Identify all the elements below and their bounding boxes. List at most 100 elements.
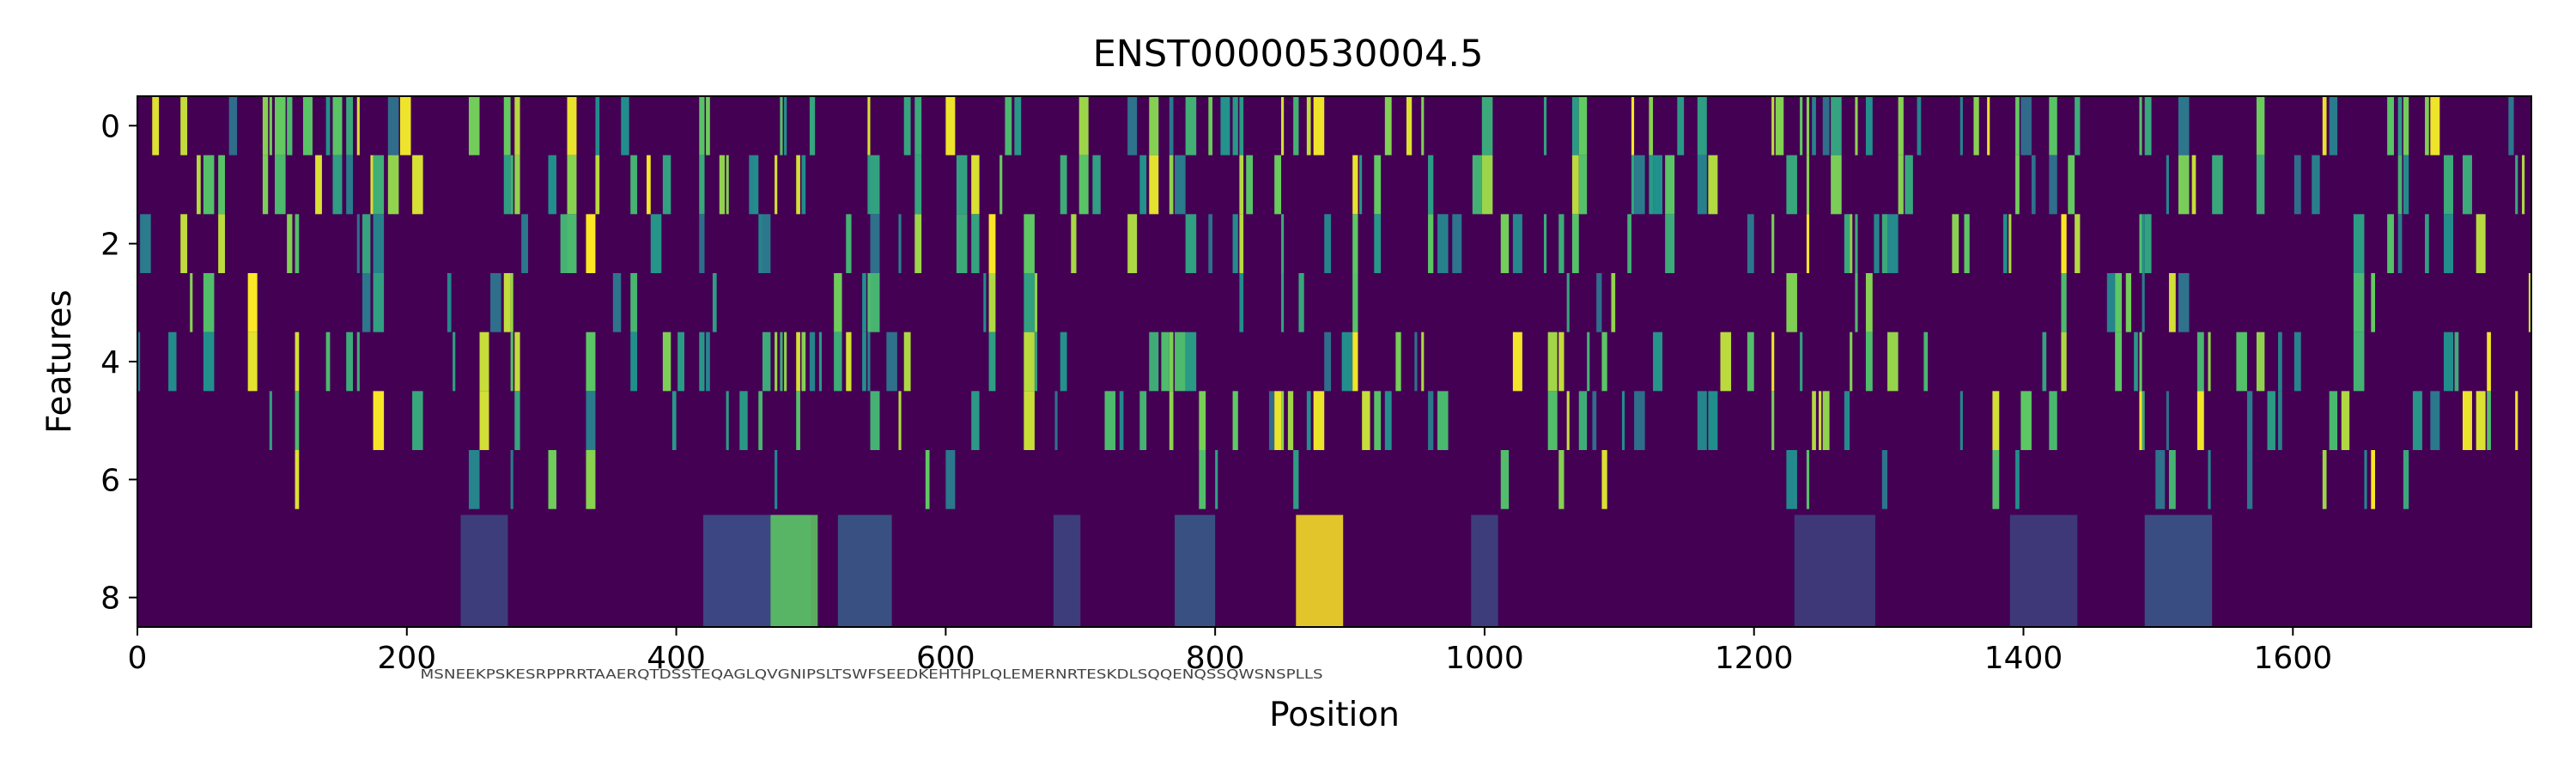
heatmap-cell: [770, 514, 818, 627]
heatmap-cell: [739, 391, 748, 450]
heatmap-cell: [2208, 450, 2211, 509]
heatmap-cell: [1697, 155, 1707, 215]
heatmap-cell: [1054, 391, 1058, 450]
heatmap-cell: [1812, 96, 1816, 155]
x-tick-label: 1000: [1445, 641, 1524, 676]
heatmap-cell: [775, 155, 778, 215]
heatmap-cell: [1512, 332, 1522, 392]
heatmap-cell: [1268, 391, 1275, 450]
heatmap-cell: [1987, 96, 1990, 155]
heatmap-cell: [999, 155, 1003, 215]
heatmap-cell: [2144, 514, 2213, 627]
heatmap-cell: [1406, 96, 1413, 155]
heatmap-cell: [809, 332, 816, 392]
heatmap-cell: [1139, 155, 1147, 215]
heatmap-cell: [2444, 155, 2454, 215]
heatmap-cell: [1362, 391, 1370, 450]
heatmap-cell: [1161, 332, 1170, 392]
heatmap-cell: [719, 155, 726, 215]
heatmap-cell: [2191, 155, 2196, 215]
heatmap-cell: [1127, 214, 1138, 273]
heatmap-cell: [1169, 391, 1174, 450]
heatmap-cell: [168, 332, 177, 392]
heatmap-cell: [1881, 450, 1888, 509]
x-tick-label: 800: [1186, 641, 1245, 676]
heatmap-cell: [2278, 391, 2282, 450]
heatmap-cell: [2178, 273, 2190, 332]
y-tick-label: 2: [100, 228, 120, 263]
heatmap-cell: [1571, 214, 1579, 273]
heatmap-cell: [1472, 155, 1482, 215]
heatmap-cell: [2425, 214, 2429, 273]
heatmap-cell: [295, 391, 300, 450]
heatmap-cell: [1844, 391, 1850, 450]
heatmap-cell: [287, 96, 293, 155]
heatmap-cell: [1471, 514, 1498, 627]
heatmap-cell: [2015, 450, 2020, 509]
heatmap-cell: [1611, 273, 1616, 332]
heatmap-cell: [1374, 391, 1382, 450]
y-tick-label: 8: [100, 581, 120, 617]
heatmap-cell: [1287, 391, 1294, 450]
heatmap-cell: [1281, 96, 1285, 155]
heatmap-cell: [2166, 155, 2169, 215]
heatmap-cell: [1547, 391, 1558, 450]
heatmap-cell: [2397, 214, 2403, 273]
heatmap-cell: [2425, 96, 2429, 155]
heatmap-cell: [1708, 391, 1718, 450]
heatmap-cell: [586, 450, 596, 509]
heatmap-cell: [269, 391, 272, 450]
heatmap-cell: [1060, 155, 1067, 215]
heatmap-cell: [1592, 391, 1597, 450]
heatmap-cell: [762, 214, 771, 273]
heatmap-cell: [796, 155, 800, 215]
heatmap-cell: [1819, 391, 1822, 450]
x-tick-label: 400: [647, 641, 706, 676]
heatmap-cell: [2115, 332, 2123, 392]
heatmap-cell: [503, 273, 511, 332]
heatmap-cell: [325, 332, 331, 392]
heatmap-cell: [699, 155, 705, 215]
heatmap-cell: [1653, 155, 1663, 215]
heatmap-cell: [1601, 332, 1607, 392]
heatmap-cell: [1421, 332, 1425, 392]
heatmap-cell: [2522, 155, 2525, 215]
heatmap-cell: [988, 273, 996, 332]
heatmap-cell: [2015, 96, 2020, 155]
heatmap-cell: [1215, 450, 1218, 509]
heatmap-cell: [834, 332, 842, 392]
heatmap-cell: [677, 332, 684, 392]
heatmap-cell: [2015, 155, 2020, 215]
heatmap-cell: [2208, 332, 2211, 392]
heatmap-cell: [262, 155, 269, 215]
heatmap-cell: [726, 391, 729, 450]
heatmap-cell: [1185, 214, 1197, 273]
heatmap-cell: [332, 96, 343, 155]
heatmap-cell: [758, 391, 762, 450]
heatmap-cell: [2387, 214, 2394, 273]
heatmap-cell: [650, 214, 662, 273]
heatmap-cell: [1992, 450, 2000, 509]
heatmap-cell: [870, 214, 880, 273]
heatmap-cell: [2444, 332, 2454, 392]
heatmap-cell: [2246, 391, 2253, 450]
heatmap-cell: [988, 332, 996, 392]
heatmap-cell: [1293, 450, 1299, 509]
heatmap-cell: [1359, 155, 1363, 215]
heatmap-cell: [1199, 450, 1206, 509]
heatmap-cell: [1352, 155, 1358, 215]
y-axis-label: Features: [40, 289, 79, 434]
heatmap-cell: [595, 96, 600, 155]
heatmap-cell: [180, 214, 188, 273]
heatmap-cell: [870, 273, 880, 332]
heatmap-cell: [2487, 391, 2491, 450]
heatmap-cell: [2430, 391, 2440, 450]
heatmap-cell: [1992, 391, 2000, 450]
heatmap-cell: [2387, 96, 2394, 155]
heatmap-cell: [503, 155, 511, 215]
heatmap-cell: [356, 96, 360, 155]
heatmap-cell: [1634, 155, 1645, 215]
heatmap-cell: [2142, 391, 2145, 450]
heatmap-cell: [1384, 391, 1392, 450]
heatmap-cell: [2403, 155, 2409, 215]
